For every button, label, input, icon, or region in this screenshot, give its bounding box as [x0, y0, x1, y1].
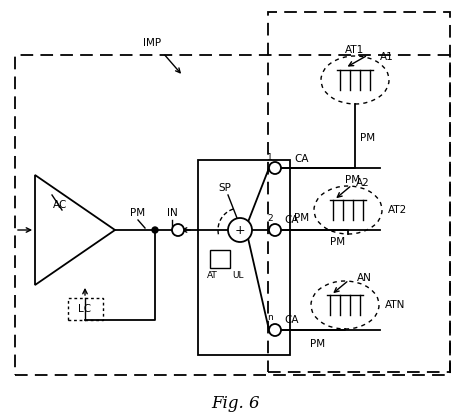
Text: CA: CA: [294, 154, 309, 164]
Bar: [210, 250, 230, 268]
Bar: [198, 160, 290, 355]
Text: SP: SP: [219, 183, 231, 193]
Text: 1: 1: [267, 153, 273, 161]
Text: +: +: [235, 224, 245, 236]
Text: 2: 2: [267, 214, 273, 223]
Text: PM: PM: [360, 133, 375, 143]
Text: PM: PM: [310, 339, 325, 349]
Text: PM: PM: [330, 237, 345, 247]
Circle shape: [152, 227, 158, 233]
Circle shape: [172, 224, 184, 236]
Text: IN: IN: [167, 208, 177, 218]
Text: ATN: ATN: [385, 300, 405, 310]
Text: AT1: AT1: [346, 45, 365, 55]
Text: IMP: IMP: [143, 38, 161, 48]
Text: AC: AC: [53, 200, 67, 210]
Text: n: n: [267, 314, 273, 322]
Text: CA: CA: [284, 215, 298, 225]
Text: A1: A1: [380, 52, 394, 62]
Text: CA: CA: [284, 315, 298, 325]
Bar: [68, 298, 103, 320]
Text: LC: LC: [78, 304, 92, 314]
Circle shape: [228, 218, 252, 242]
Circle shape: [269, 324, 281, 336]
Circle shape: [269, 224, 281, 236]
Text: PM: PM: [130, 208, 145, 218]
Text: AT2: AT2: [388, 205, 407, 215]
Text: A2: A2: [356, 178, 370, 188]
Text: AT: AT: [207, 271, 218, 281]
Text: UL: UL: [232, 271, 244, 281]
Circle shape: [269, 162, 281, 174]
Text: PM: PM: [345, 175, 360, 185]
Text: Fig. 6: Fig. 6: [211, 394, 261, 412]
Text: PM: PM: [294, 213, 309, 223]
Text: AN: AN: [357, 273, 372, 283]
